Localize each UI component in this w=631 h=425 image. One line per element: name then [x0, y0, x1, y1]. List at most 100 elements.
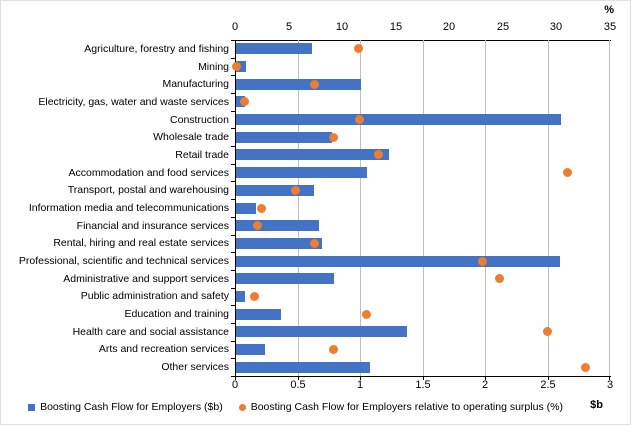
cashflow-bar [236, 362, 370, 373]
cashflow-bar [236, 79, 361, 90]
category-label: Accommodation and food services [68, 167, 230, 179]
top-axis-tick-label: 25 [496, 21, 510, 33]
surplus-dot [478, 257, 487, 266]
cashflow-bar [236, 61, 246, 72]
cashflow-bar [236, 344, 265, 355]
bottom-axis-tick-label: 2 [481, 379, 489, 391]
category-label: Education and training [124, 308, 230, 320]
cashflow-bar [236, 291, 245, 302]
bottom-axis-tick [360, 376, 361, 380]
gridline [298, 40, 299, 376]
bottom-axis-tick [609, 376, 610, 380]
bottom-axis-tick-label: 1 [356, 379, 364, 391]
category-label: Administrative and support services [63, 273, 229, 285]
surplus-dot [355, 115, 364, 124]
surplus-dot [329, 133, 338, 142]
surplus-dot [329, 345, 338, 354]
surplus-dot [291, 186, 300, 195]
gridline [609, 40, 610, 376]
category-axis-tick [231, 111, 235, 112]
category-axis-tick [231, 199, 235, 200]
category-label: Health care and social assistance [72, 326, 229, 338]
cashflow-bar [236, 114, 561, 125]
category-label: Financial and insurance services [76, 220, 229, 232]
surplus-dot [543, 327, 552, 336]
surplus-dot [495, 274, 504, 283]
surplus-dot [240, 97, 249, 106]
bottom-axis-tick-label: 2.5 [540, 379, 556, 391]
category-label: Electricity, gas, water and waste servic… [38, 96, 229, 108]
surplus-dot [354, 44, 363, 53]
top-axis-tick-label: 10 [335, 21, 349, 33]
surplus-dot [374, 150, 383, 159]
top-axis-tick-label: 20 [442, 21, 456, 33]
category-axis-tick [231, 93, 235, 94]
category-axis-tick [231, 376, 235, 377]
surplus-dot [362, 310, 371, 319]
dot-series-label: Boosting Cash Flow for Employers relativ… [250, 401, 563, 413]
category-axis-tick [231, 323, 235, 324]
category-axis-tick [231, 270, 235, 271]
category-axis-tick [231, 305, 235, 306]
gridline [423, 40, 424, 376]
cashflow-bar [236, 220, 319, 231]
legend: Boosting Cash Flow for Employers ($b) Bo… [1, 401, 590, 413]
category-axis-tick [231, 58, 235, 59]
category-axis-tick [231, 217, 235, 218]
bar-series-marker-icon [28, 403, 36, 411]
category-label: Mining [198, 61, 229, 73]
category-label: Agriculture, forestry and fishing [84, 43, 229, 55]
surplus-dot [257, 204, 266, 213]
category-axis-tick [231, 288, 235, 289]
gridline [360, 40, 361, 376]
cashflow-bar [236, 132, 332, 143]
top-axis-title: % [604, 4, 614, 16]
category-axis-line [235, 40, 236, 377]
surplus-dot [581, 363, 590, 372]
cashflow-bar [236, 185, 314, 196]
category-axis-tick [231, 358, 235, 359]
bottom-axis-tick [298, 376, 299, 380]
bottom-axis-tick-label: 0 [231, 379, 239, 391]
category-label: Wholesale trade [153, 131, 229, 143]
category-label: Rental, hiring and real estate services [53, 237, 229, 249]
category-axis-tick [231, 146, 235, 147]
category-axis: Agriculture, forestry and fishing Mining M… [1, 40, 231, 376]
bottom-axis-tick [423, 376, 424, 380]
category-label: Other services [161, 361, 229, 373]
top-axis-tick-label: 35 [603, 21, 617, 33]
category-label: Transport, postal and warehousing [67, 184, 229, 196]
category-label: Information media and telecommunications [28, 202, 229, 214]
bottom-axis: 0 0.5 1 1.5 2 2.5 3 [231, 379, 613, 392]
surplus-dot [563, 168, 572, 177]
surplus-dot [250, 292, 259, 301]
cashflow-bar [236, 167, 367, 178]
bottom-axis-tick [485, 376, 486, 380]
top-axis-tick-label: 5 [285, 21, 293, 33]
category-axis-tick [231, 181, 235, 182]
category-label: Public administration and safety [80, 290, 229, 302]
gridline [548, 40, 549, 376]
gridline [485, 40, 486, 376]
category-axis-tick [231, 341, 235, 342]
bottom-axis-tick-label: 0.5 [290, 379, 306, 391]
surplus-dot [310, 80, 319, 89]
plot-area [231, 40, 610, 380]
cashflow-bar [236, 273, 334, 284]
cashflow-bar [236, 326, 407, 337]
top-axis-tick-label: 0 [231, 21, 239, 33]
bar-series-label: Boosting Cash Flow for Employers ($b) [40, 401, 223, 413]
bottom-axis-title: $b [590, 399, 603, 411]
category-axis-tick [231, 235, 235, 236]
top-axis: 0 5 10 15 20 25 30 35 [231, 21, 616, 34]
surplus-dot [232, 62, 241, 71]
bottom-axis-tick-label: 1.5 [415, 379, 431, 391]
category-axis-tick [231, 164, 235, 165]
category-axis-tick [231, 40, 235, 41]
legend-item-bar-series: Boosting Cash Flow for Employers ($b) [28, 401, 223, 413]
category-axis-tick [231, 252, 235, 253]
category-label: Retail trade [175, 149, 229, 161]
cashflow-bar [236, 149, 389, 160]
surplus-dot [253, 221, 262, 230]
